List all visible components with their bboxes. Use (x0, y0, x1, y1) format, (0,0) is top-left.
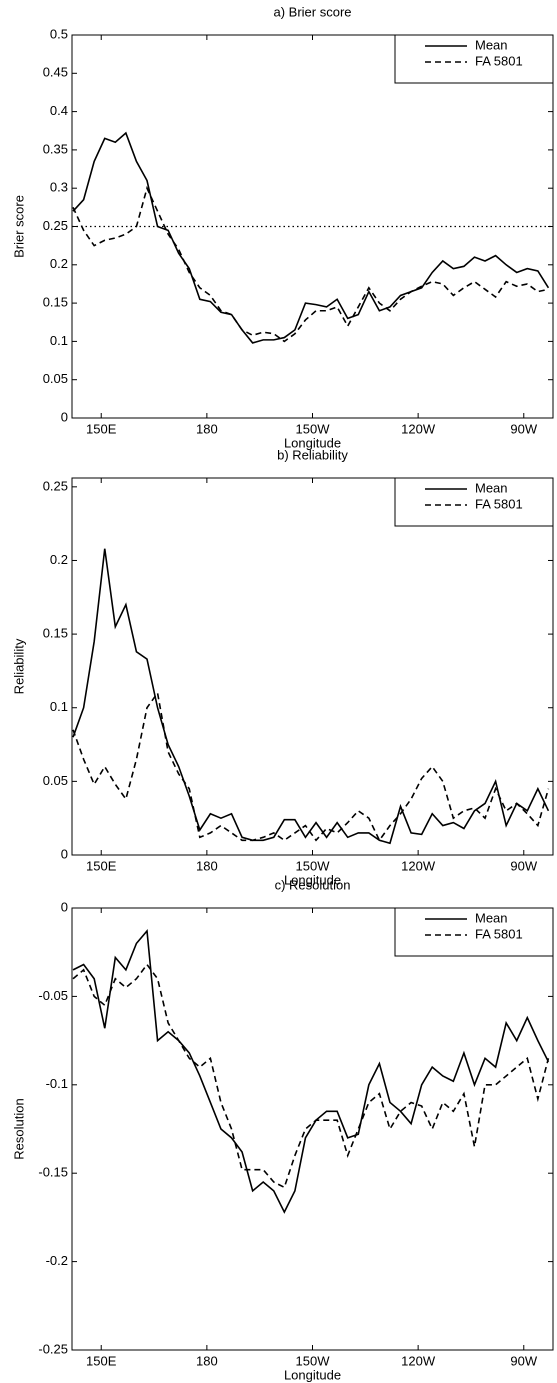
x-tick-label: 90W (510, 858, 537, 873)
x-axis-label: Longitude (284, 1367, 341, 1382)
y-axis-label: Reliability (11, 638, 26, 694)
y-tick-label: 0.2 (50, 552, 68, 567)
x-tick-label: 90W (510, 1353, 537, 1368)
chart-title: c) Resolution (275, 877, 351, 892)
legend-box (394, 907, 554, 957)
data-line (72, 691, 550, 842)
y-tick-label: 0.15 (43, 626, 68, 641)
legend-label: Mean (475, 910, 508, 925)
y-tick-label: 0.05 (43, 371, 68, 386)
y-tick-label: 0.1 (50, 333, 68, 348)
y-tick-label: -0.1 (46, 1076, 68, 1091)
x-axis-label: Longitude (284, 435, 341, 450)
x-tick-label: 150W (296, 421, 331, 436)
x-tick-label: 150E (86, 1353, 117, 1368)
y-tick-label: 0.1 (50, 699, 68, 714)
plot-frame (71, 477, 554, 856)
x-tick-label: 150W (296, 858, 331, 873)
y-axis-label: Brier score (11, 195, 26, 258)
legend-label: FA 5801 (475, 926, 523, 941)
chart-title: b) Reliability (277, 447, 348, 462)
y-tick-label: 0.05 (43, 773, 68, 788)
legend-label: FA 5801 (475, 53, 523, 68)
y-tick-label: -0.2 (46, 1253, 68, 1268)
y-tick-label: 0.25 (43, 218, 68, 233)
y-tick-label: -0.15 (38, 1165, 68, 1180)
x-tick-label: 120W (401, 858, 436, 873)
y-tick-label: 0 (61, 899, 68, 914)
y-tick-label: -0.25 (38, 1341, 68, 1356)
chart-title: a) Brier score (273, 4, 351, 19)
y-tick-label: -0.05 (38, 988, 68, 1003)
x-tick-label: 180 (196, 1353, 218, 1368)
x-tick-label: 150E (86, 858, 117, 873)
y-tick-label: 0 (61, 846, 68, 861)
x-tick-label: 120W (401, 421, 436, 436)
y-tick-label: 0.2 (50, 256, 68, 271)
y-tick-label: 0.25 (43, 478, 68, 493)
y-tick-label: 0.35 (43, 141, 68, 156)
x-tick-label: 180 (196, 858, 218, 873)
legend-label: Mean (475, 37, 508, 52)
legend-box (394, 477, 554, 527)
data-line (72, 963, 550, 1189)
legend-label: FA 5801 (475, 496, 523, 511)
y-tick-label: 0.4 (50, 103, 68, 118)
y-tick-label: 0 (61, 409, 68, 424)
x-tick-label: 90W (510, 421, 537, 436)
data-line (72, 548, 550, 845)
x-tick-label: 150E (86, 421, 117, 436)
y-axis-label: Resolution (11, 1098, 26, 1159)
y-tick-label: 0.15 (43, 295, 68, 310)
legend-label: Mean (475, 480, 508, 495)
data-line (72, 185, 549, 343)
x-tick-label: 120W (401, 1353, 436, 1368)
y-tick-label: 0.5 (50, 26, 68, 41)
y-tick-label: 0.3 (50, 180, 68, 195)
data-line (72, 131, 550, 344)
x-axis-label: Longitude (284, 872, 341, 887)
plot-frame (71, 907, 554, 1351)
legend-box (394, 34, 554, 84)
x-tick-label: 180 (196, 421, 218, 436)
x-tick-label: 150W (296, 1353, 331, 1368)
data-line (72, 929, 550, 1214)
y-tick-label: 0.45 (43, 65, 68, 80)
